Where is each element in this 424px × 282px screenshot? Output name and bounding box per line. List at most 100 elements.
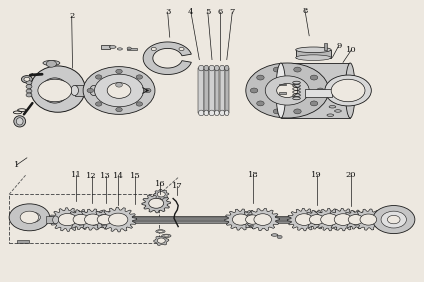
Circle shape	[179, 47, 184, 51]
Circle shape	[58, 213, 77, 226]
Circle shape	[26, 81, 32, 85]
Circle shape	[24, 77, 30, 81]
Ellipse shape	[204, 65, 209, 71]
Circle shape	[151, 47, 156, 51]
Circle shape	[116, 107, 122, 112]
Circle shape	[334, 214, 352, 225]
Ellipse shape	[329, 105, 336, 108]
Circle shape	[127, 47, 131, 50]
Circle shape	[310, 75, 318, 80]
Circle shape	[296, 214, 313, 225]
Ellipse shape	[215, 110, 219, 116]
Circle shape	[257, 75, 264, 80]
Circle shape	[26, 93, 32, 97]
Circle shape	[46, 60, 56, 67]
Text: 5: 5	[205, 8, 210, 16]
Circle shape	[321, 214, 338, 225]
Ellipse shape	[215, 65, 219, 71]
Text: 8: 8	[302, 6, 308, 14]
Ellipse shape	[53, 216, 59, 224]
Circle shape	[106, 82, 132, 99]
Circle shape	[273, 67, 281, 72]
Polygon shape	[326, 208, 360, 231]
Ellipse shape	[164, 235, 169, 237]
Ellipse shape	[296, 47, 331, 53]
Bar	[296, 50, 331, 58]
Ellipse shape	[22, 212, 40, 223]
Bar	[305, 89, 332, 97]
Text: 11: 11	[70, 171, 81, 179]
Circle shape	[83, 67, 155, 114]
Bar	[46, 216, 56, 224]
Ellipse shape	[156, 230, 165, 233]
Circle shape	[26, 89, 32, 93]
Circle shape	[331, 79, 365, 102]
Circle shape	[388, 215, 400, 224]
Circle shape	[317, 88, 324, 93]
Ellipse shape	[162, 234, 171, 237]
Bar	[9, 194, 159, 243]
Polygon shape	[239, 211, 266, 228]
Bar	[279, 84, 286, 85]
Circle shape	[9, 204, 50, 231]
Circle shape	[265, 76, 309, 105]
Circle shape	[38, 79, 72, 102]
Ellipse shape	[14, 116, 25, 127]
Ellipse shape	[276, 63, 286, 118]
Text: 2: 2	[69, 12, 74, 20]
Ellipse shape	[117, 48, 123, 50]
Ellipse shape	[327, 114, 334, 116]
Ellipse shape	[17, 118, 23, 125]
Bar	[279, 92, 286, 94]
Ellipse shape	[209, 110, 215, 116]
Polygon shape	[352, 209, 385, 230]
Circle shape	[273, 109, 281, 114]
Ellipse shape	[71, 85, 78, 96]
Circle shape	[310, 101, 318, 106]
Text: 12: 12	[86, 172, 97, 180]
Circle shape	[26, 85, 32, 89]
Bar	[281, 63, 350, 118]
Circle shape	[360, 214, 377, 225]
Polygon shape	[66, 210, 96, 230]
Bar	[17, 240, 29, 243]
Polygon shape	[90, 210, 119, 229]
Circle shape	[109, 213, 128, 226]
Circle shape	[325, 75, 371, 106]
Bar	[75, 85, 94, 96]
Circle shape	[381, 211, 406, 228]
Text: 1: 1	[14, 161, 20, 169]
Bar	[128, 49, 137, 50]
Text: 13: 13	[100, 172, 111, 180]
Circle shape	[21, 76, 32, 83]
Text: 16: 16	[155, 180, 166, 188]
Polygon shape	[225, 209, 257, 230]
Polygon shape	[142, 194, 170, 213]
Circle shape	[73, 214, 89, 225]
Circle shape	[157, 192, 165, 197]
Text: 14: 14	[113, 172, 124, 180]
Circle shape	[145, 88, 151, 92]
Circle shape	[95, 102, 102, 106]
Polygon shape	[287, 208, 321, 231]
Text: 20: 20	[346, 171, 356, 179]
Ellipse shape	[225, 110, 229, 116]
Circle shape	[246, 63, 329, 118]
Text: 19: 19	[312, 171, 322, 179]
Text: 15: 15	[130, 172, 140, 180]
Ellipse shape	[271, 234, 278, 236]
Circle shape	[87, 88, 94, 92]
Polygon shape	[143, 42, 191, 74]
Bar	[215, 68, 219, 113]
Circle shape	[149, 198, 164, 208]
Ellipse shape	[204, 110, 209, 116]
Polygon shape	[77, 209, 109, 230]
Ellipse shape	[109, 46, 116, 49]
Circle shape	[245, 215, 259, 224]
Circle shape	[310, 215, 324, 224]
Circle shape	[294, 67, 301, 72]
Circle shape	[254, 214, 271, 225]
Ellipse shape	[43, 60, 60, 65]
Polygon shape	[50, 208, 85, 231]
Bar	[101, 45, 110, 49]
